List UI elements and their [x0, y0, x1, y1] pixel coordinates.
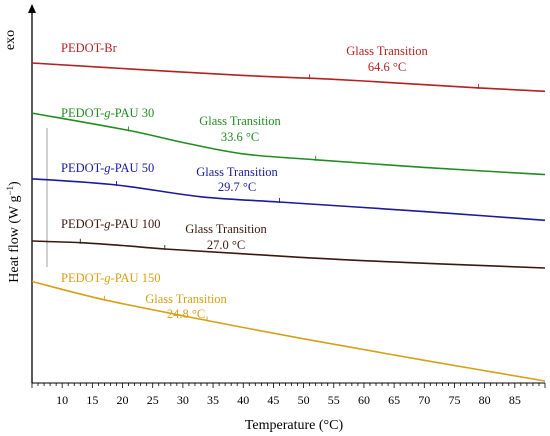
x-tick-label: 10 [56, 393, 68, 407]
x-tick-label: 45 [267, 393, 279, 407]
series-label-1: PEDOT-Br [61, 41, 118, 55]
glass-transition-value: 29.7 °C [218, 180, 256, 194]
x-tick-label: 15 [86, 393, 98, 407]
glass-transition-value: 24.8 °C [167, 307, 205, 321]
x-tick-label: 40 [237, 393, 249, 407]
y-axis-arrow [28, 4, 36, 13]
series-layer [31, 62, 546, 382]
glass-transition-label: Glass Transition [145, 292, 227, 306]
series-line-3 [31, 178, 546, 222]
x-tick-label: 80 [479, 393, 491, 407]
x-tick-label: 30 [177, 393, 189, 407]
x-tick-label: 50 [298, 393, 310, 407]
glass-transition-value: 27.0 °C [207, 238, 245, 252]
series-line-1 [31, 62, 546, 93]
axes: exo Heat flow (W g−1) 10 15 20 25 30 35 40 45 50 55… [3, 4, 546, 433]
series-label-3: PEDOT-g-PAU 50 [61, 161, 154, 175]
series-label-5: PEDOT-g-PAU 150 [61, 271, 160, 285]
series-label-2: PEDOT-g-PAU 30 [61, 106, 154, 120]
glass-transition-label: Glass Transition [196, 165, 278, 179]
y-axis-title: Heat flow (W g−1) [5, 181, 22, 283]
x-tick-label: 70 [418, 393, 430, 407]
x-tick-label: 75 [448, 393, 460, 407]
glass-transition-value: 33.6 °C [221, 130, 259, 144]
glass-transition-label: Glass Transition [346, 44, 428, 58]
x-tick-label: 35 [207, 393, 219, 407]
glass-transition-label: Glass Transition [199, 114, 281, 128]
x-tick-label: 25 [147, 393, 159, 407]
exo-label: exo [3, 30, 18, 50]
series-line-4 [31, 240, 546, 269]
glass-transition-label: Glass Transition [185, 222, 267, 236]
labels-layer: PEDOT-Br Glass Transition 64.6 °C PEDOT-g-P… [61, 41, 429, 321]
x-tick-label: 20 [117, 393, 129, 407]
x-axis-title: Temperature (°C) [245, 418, 344, 433]
x-tick-label: 55 [328, 393, 340, 407]
x-tick-label: 85 [509, 393, 521, 407]
glass-transition-value: 64.6 °C [368, 60, 406, 74]
x-tick-label: 60 [358, 393, 370, 407]
x-tick-label: 65 [388, 393, 400, 407]
series-label-4: PEDOT-g-PAU 100 [61, 217, 160, 231]
series-line-5 [31, 280, 546, 382]
